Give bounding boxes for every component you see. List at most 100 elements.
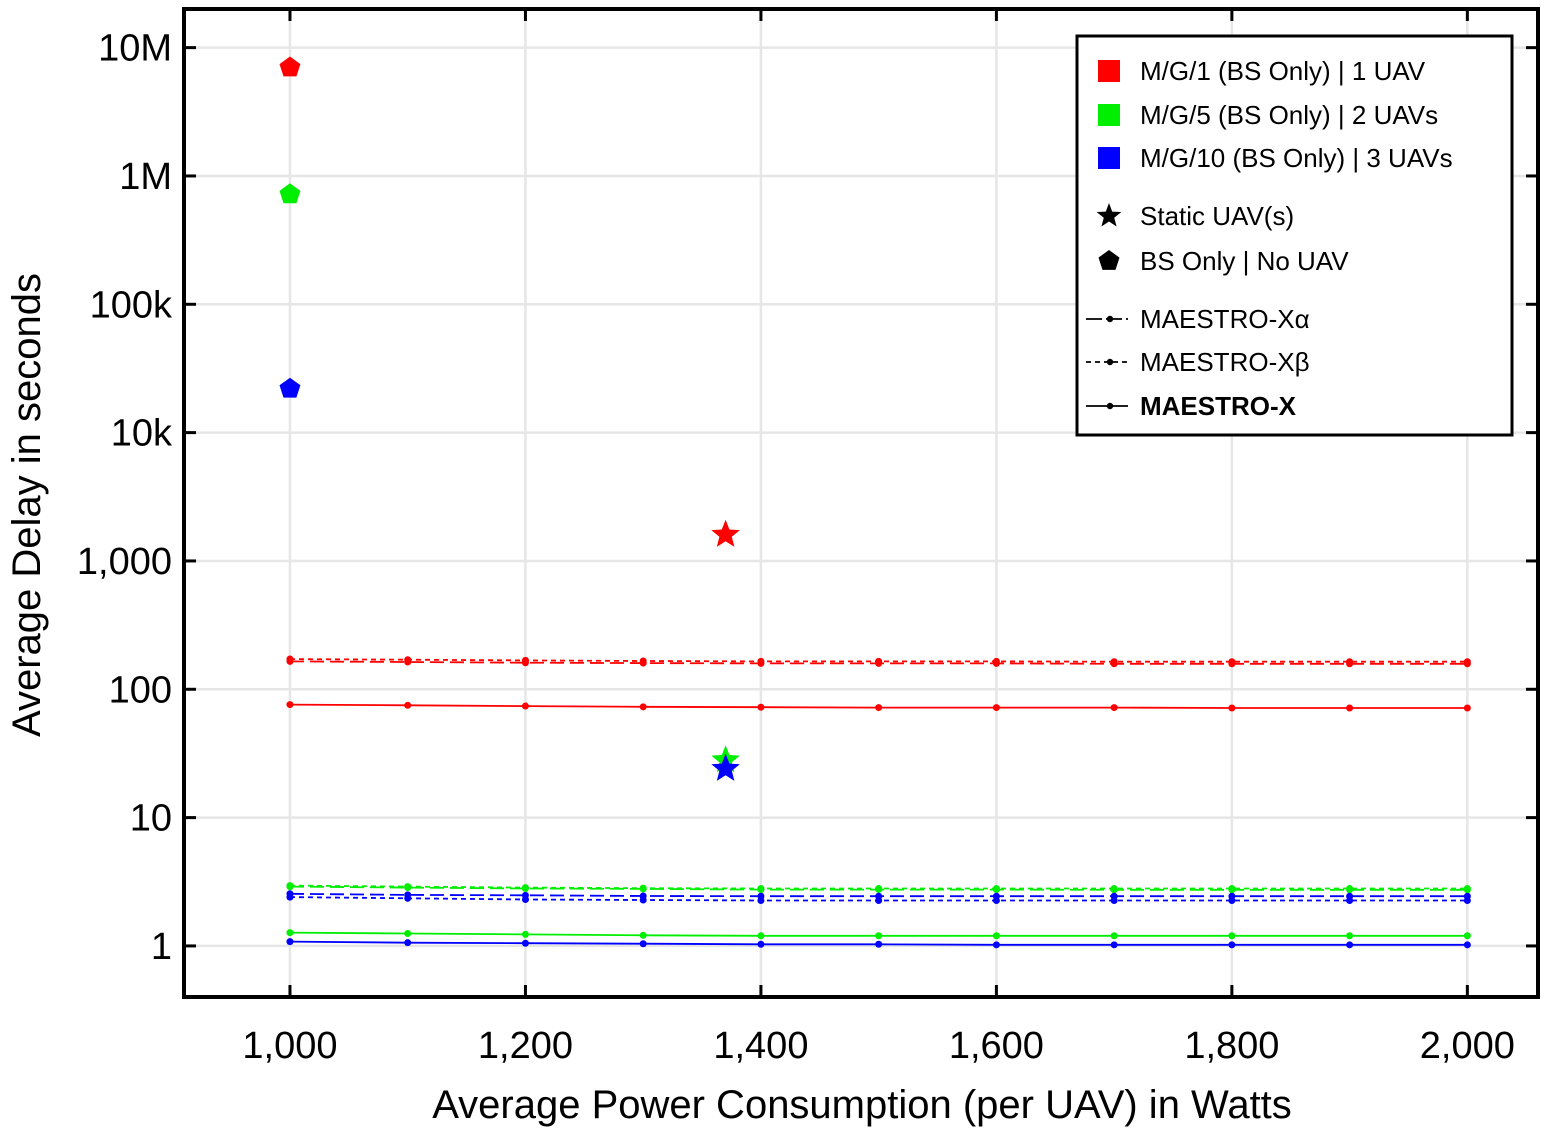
x-tick-label: 1,800 xyxy=(1184,1025,1279,1067)
series-point xyxy=(992,704,1000,712)
series-point xyxy=(875,704,883,712)
series-point xyxy=(875,896,883,904)
series-point xyxy=(1228,704,1236,712)
series-point xyxy=(875,885,883,893)
legend-label: BS Only | No UAV xyxy=(1140,246,1349,276)
series-point xyxy=(992,885,1000,893)
legend-line-dot xyxy=(1106,358,1114,366)
series-point xyxy=(992,941,1000,949)
series-point xyxy=(757,896,765,904)
series-point xyxy=(1463,896,1471,904)
series-point xyxy=(1346,885,1354,893)
series-point xyxy=(639,940,647,948)
x-tick-label: 1,600 xyxy=(949,1025,1044,1067)
series-point xyxy=(521,896,529,904)
series-point xyxy=(404,929,412,937)
series-point xyxy=(521,939,529,947)
y-tick-label: 10k xyxy=(111,413,173,455)
legend-line-dot xyxy=(1106,402,1114,410)
series-point xyxy=(286,655,294,663)
x-tick-label: 1,200 xyxy=(478,1025,573,1067)
markers-layer xyxy=(279,56,740,781)
series-point xyxy=(286,929,294,937)
series-point xyxy=(992,657,1000,665)
pentagon-marker xyxy=(279,183,301,204)
series-point xyxy=(1346,896,1354,904)
series-point xyxy=(286,882,294,890)
series-point xyxy=(992,932,1000,940)
series-point xyxy=(757,940,765,948)
series-point xyxy=(1463,941,1471,949)
x-tick-label: 2,000 xyxy=(1420,1025,1515,1067)
legend-label: Static UAV(s) xyxy=(1140,201,1294,231)
series-point xyxy=(1110,658,1118,666)
x-axis-title: Average Power Consumption (per UAV) in W… xyxy=(432,1083,1292,1127)
series-point xyxy=(1346,704,1354,712)
series-point xyxy=(1346,941,1354,949)
series-point xyxy=(404,883,412,891)
pentagon-marker xyxy=(279,56,301,77)
series-point xyxy=(1110,896,1118,904)
series-point xyxy=(1346,658,1354,666)
legend-label: M/G/5 (BS Only) | 2 UAVs xyxy=(1140,100,1438,130)
tick-labels: 1,000 1,200 1,400 1,600 1,800 2,000 1 10 100 1,00… xyxy=(77,28,1515,1067)
star-marker xyxy=(711,519,740,547)
series-point xyxy=(1228,941,1236,949)
legend-line-dot xyxy=(1106,315,1114,323)
series-layer xyxy=(286,655,1471,949)
series-point xyxy=(757,657,765,665)
y-tick-label: 10M xyxy=(98,28,172,70)
series-point xyxy=(639,896,647,904)
series-point xyxy=(875,657,883,665)
legend-box xyxy=(1075,34,1514,437)
series-point xyxy=(1110,704,1118,712)
series-point xyxy=(404,656,412,664)
y-tick-label: 1 xyxy=(151,926,172,968)
series-point xyxy=(1463,932,1471,940)
series-point xyxy=(404,894,412,902)
series-point xyxy=(286,701,294,709)
series-point xyxy=(404,939,412,947)
legend-swatch xyxy=(1098,60,1120,82)
plot-frame xyxy=(182,7,1540,999)
legend-label: MAESTRO-Xβ xyxy=(1140,347,1310,377)
series-point xyxy=(757,932,765,940)
series-point xyxy=(1228,932,1236,940)
y-tick-label: 1M xyxy=(119,156,172,198)
y-tick-label: 10 xyxy=(130,798,172,840)
series-point xyxy=(1110,941,1118,949)
series-point xyxy=(1110,932,1118,940)
series-point xyxy=(521,702,529,710)
y-tick-label: 100 xyxy=(109,669,172,711)
series-point xyxy=(286,893,294,901)
pentagon-marker xyxy=(279,377,301,398)
legend-label: M/G/10 (BS Only) | 3 UAVs xyxy=(1140,143,1453,173)
series-point xyxy=(1346,932,1354,940)
legend-star-icon xyxy=(1096,203,1122,227)
series-point xyxy=(1463,885,1471,893)
series-point xyxy=(639,703,647,711)
legend-label: MAESTRO-X xyxy=(1140,391,1297,421)
series-point xyxy=(1228,896,1236,904)
legend: M/G/1 (BS Only) | 1 UAV M/G/5 (BS Only) |… xyxy=(1075,34,1514,437)
legend-label: MAESTRO-Xα xyxy=(1140,304,1310,334)
series-point xyxy=(1228,885,1236,893)
x-tick-label: 1,000 xyxy=(242,1025,337,1067)
legend-pentagon-icon xyxy=(1098,250,1120,270)
y-axis-title: Average Delay in seconds xyxy=(5,273,49,737)
series-point xyxy=(521,930,529,938)
y-tick-label: 1,000 xyxy=(77,541,172,583)
series-point xyxy=(875,940,883,948)
legend-swatch xyxy=(1098,147,1120,169)
legend-swatch xyxy=(1098,104,1120,126)
series-point xyxy=(639,884,647,892)
series-point xyxy=(757,703,765,711)
series-point xyxy=(639,931,647,939)
ticks xyxy=(184,9,1538,997)
series-point xyxy=(1228,658,1236,666)
series-point xyxy=(1110,885,1118,893)
legend-label: M/G/1 (BS Only) | 1 UAV xyxy=(1140,56,1426,86)
series-point xyxy=(521,656,529,664)
series-point xyxy=(757,885,765,893)
